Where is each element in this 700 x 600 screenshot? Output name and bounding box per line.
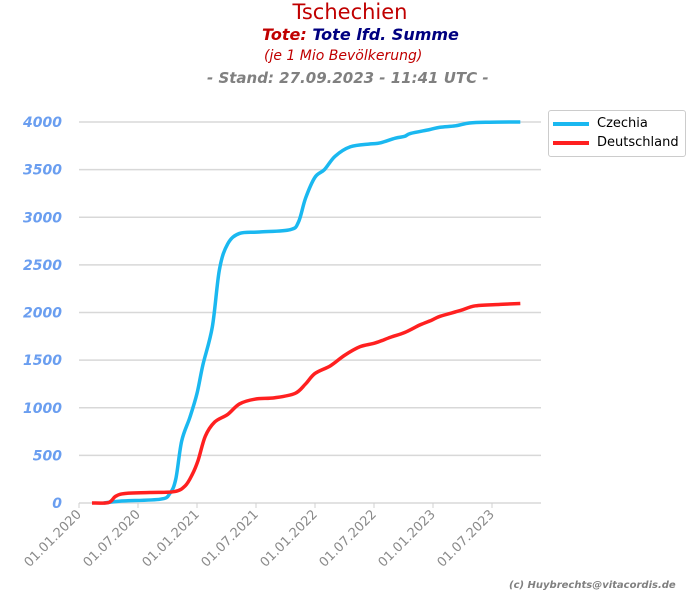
y-tick-label: 0 [52, 496, 62, 512]
legend-item-deutschland[interactable]: Deutschland [553, 135, 679, 150]
y-tick-label: 4000 [22, 115, 62, 131]
chart-note: (je 1 Mio Bevölkerung) [264, 48, 423, 64]
x-tick-label: 01.07.2021 [199, 507, 262, 570]
y-tick-label: 3000 [23, 210, 62, 226]
legend-swatch [553, 121, 589, 126]
y-tick-label: 3500 [23, 163, 62, 179]
x-tick-label: 01.07.2020 [81, 507, 144, 570]
x-tick-label: 01.01.2021 [140, 507, 203, 570]
copyright: (c) Huybrechts@vitacordis.de [509, 580, 676, 591]
chart-stand: - Stand: 27.09.2023 - 11:41 UTC - [207, 69, 489, 87]
legend-label: Czechia [597, 116, 648, 131]
x-tick-label: 01.07.2022 [317, 507, 380, 570]
subtitle-main: Tote lfd. Summe [312, 25, 459, 44]
chart-title: Tschechien [292, 0, 408, 24]
x-tick-label: 01.07.2023 [435, 507, 498, 570]
legend-swatch [553, 140, 589, 145]
legend-item-czechia[interactable]: Czechia [553, 116, 648, 131]
subtitle-prefix: Tote: [262, 25, 307, 44]
y-tick-label: 1000 [23, 401, 62, 417]
y-tick-label: 1500 [23, 353, 62, 369]
x-tick-label: 01.01.2023 [376, 507, 439, 570]
chart-subtitle: Tote: Tote lfd. Summe [262, 25, 459, 44]
x-tick-label: 01.01.2022 [258, 507, 321, 570]
y-tick-label: 2000 [23, 306, 62, 322]
x-tick-label: 01.01.2020 [22, 507, 85, 570]
legend: Czechia Deutschland [548, 110, 686, 157]
y-tick-label: 2500 [23, 258, 62, 274]
series-line-czechia [103, 120, 521, 505]
y-tick-label: 500 [33, 448, 62, 464]
legend-label: Deutschland [597, 135, 679, 150]
series-line-deutschland [91, 301, 521, 505]
